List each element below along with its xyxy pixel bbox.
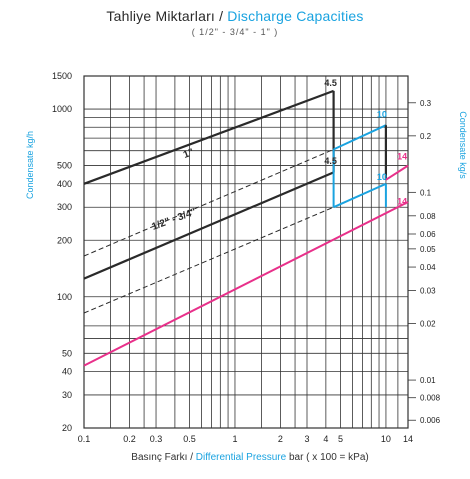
x-tick-label: 4 (323, 434, 328, 444)
series-line (83, 171, 335, 280)
y-tick-label: 200 (57, 235, 72, 245)
x-tick-label: 0.1 (78, 434, 91, 444)
annotation-label: 4.5 (324, 156, 337, 166)
x-tick-label: 14 (403, 434, 413, 444)
right-tick-label: 0.03 (420, 287, 436, 296)
right-tick-label: 0.05 (420, 245, 436, 254)
right-tick-label: 0.006 (420, 416, 441, 425)
chart-subtitle: ( 1/2" - 3/4" - 1" ) (191, 27, 279, 37)
right-tick-label: 0.04 (420, 263, 436, 272)
y-tick-label: 1500 (52, 71, 72, 81)
x-tick-label: 1 (232, 434, 237, 444)
right-tick-label: 0.08 (420, 212, 436, 221)
annotation-label: 10 (377, 172, 387, 182)
series-line (83, 206, 334, 314)
x-tick-label: 0.5 (183, 434, 196, 444)
annotation-label: 10 (377, 110, 387, 120)
annotation-label: 4.5 (324, 78, 337, 88)
right-tick-label: 0.2 (420, 132, 432, 141)
y-tick-label: 300 (57, 202, 72, 212)
y-tick-label: 100 (57, 292, 72, 302)
x-tick-label: 5 (338, 434, 343, 444)
series-line (83, 201, 409, 367)
x-axis-label-unit: bar ( x 100 = kPa) (286, 452, 369, 463)
right-tick-label: 0.008 (420, 394, 441, 403)
series-line (83, 148, 334, 257)
x-tick-label: 0.3 (150, 434, 163, 444)
x-tick-label: 10 (381, 434, 391, 444)
x-axis-label-english: Differential Pressure (195, 452, 287, 463)
series-line (385, 164, 409, 181)
annotation-label: 14 (397, 151, 407, 161)
y-tick-label: 1000 (52, 104, 72, 114)
x-axis-label: Basınç Farkı / Differential Pressure bar… (40, 452, 460, 463)
title-english: Discharge Capacities (227, 8, 364, 24)
annotation-label: 1/2" - 3/4" (150, 207, 197, 233)
x-tick-label: 2 (278, 434, 283, 444)
y-tick-label: 50 (62, 348, 72, 358)
x-tick-label: 0.2 (123, 434, 136, 444)
y-tick-label: 20 (62, 423, 72, 433)
x-axis-label-turkish: Basınç Farkı / (131, 452, 196, 463)
title-turkish: Tahliye Miktarları / (106, 8, 228, 24)
plot-frame (83, 75, 409, 429)
chart-title: Tahliye Miktarları / Discharge Capacitie… (0, 8, 470, 24)
y-tick-label: 40 (62, 366, 72, 376)
right-tick-label: 0.02 (420, 320, 436, 329)
right-tick-label: 0.1 (420, 188, 432, 197)
y-tick-label: 400 (57, 179, 72, 189)
y-tick-label: 30 (62, 390, 72, 400)
right-tick-label: 0.3 (420, 99, 432, 108)
annotation-label: 14 (397, 197, 407, 207)
annotation-label: 1" (182, 147, 196, 161)
series-line (333, 182, 387, 209)
y-tick-label: 500 (57, 161, 72, 171)
right-tick-label: 0.06 (420, 230, 436, 239)
x-tick-label: 3 (304, 434, 309, 444)
right-tick-label: 0.01 (420, 376, 436, 385)
series-line (83, 89, 334, 185)
series-line (333, 124, 387, 151)
